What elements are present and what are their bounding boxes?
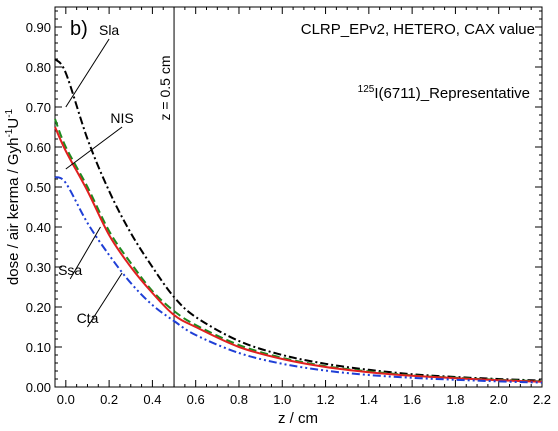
y-axis-label: dose / air kerma / Gyh-1U-1	[4, 108, 22, 285]
annotation-group: Sla NIS Ssa Cta	[58, 22, 134, 328]
subtitle-main: I(6711)_Representative	[374, 85, 530, 102]
series-line-sla	[54, 58, 543, 382]
ylabel-main: dose / air kerma / Gyh	[5, 138, 22, 286]
chart-subtitle: 125I(6711)_Representative	[358, 84, 530, 102]
annotation-label: Ssa	[58, 262, 82, 278]
y-tick-label: 0.40	[26, 220, 51, 235]
annotation-pointer	[65, 38, 110, 108]
x-tick-label: 0.2	[100, 392, 118, 407]
x-tick-label: 0.4	[143, 392, 161, 407]
series-line-ssa	[54, 126, 543, 383]
series-line-nis	[54, 118, 543, 383]
series-line-cta	[54, 176, 543, 384]
x-tick-label: 0.6	[187, 392, 205, 407]
y-tick-label: 0.90	[26, 20, 51, 35]
axis-ticks: 0.0 0.2 0.4 0.6 0.8 1.0 1.2 1.4 1.6 1.8 2.0 2.2 0.00…	[26, 7, 551, 407]
y-tick-label: 0.80	[26, 60, 51, 75]
x-tick-label: 1.4	[360, 392, 378, 407]
x-tick-label: 2.2	[533, 392, 551, 407]
subtitle-sup: 125	[358, 84, 375, 95]
x-tick-label: 1.0	[273, 392, 291, 407]
y-tick-label: 0.00	[26, 380, 51, 395]
annotation-pointer	[65, 126, 123, 170]
x-tick-label: 1.8	[446, 392, 464, 407]
x-tick-label: 0.8	[230, 392, 248, 407]
ylabel-sup1: -1	[4, 128, 15, 137]
ylabel-mid: U	[5, 118, 22, 129]
y-tick-label: 0.30	[26, 260, 51, 275]
x-axis-label: z / cm	[278, 410, 318, 427]
annotation-pointer	[87, 272, 123, 328]
x-tick-label: 0.0	[57, 392, 75, 407]
annotation-pointer	[69, 226, 101, 280]
y-tick-label: 0.20	[26, 300, 51, 315]
x-tick-label: 1.2	[317, 392, 335, 407]
reference-line-label: z = 0.5 cm	[157, 56, 173, 121]
ylabel-sup2: -1	[4, 108, 15, 117]
x-tick-label: 2.0	[490, 392, 508, 407]
x-tick-label: 1.6	[403, 392, 421, 407]
panel-label: b)	[70, 18, 88, 40]
annotation-label: Cta	[77, 310, 99, 326]
annotation-label: Sla	[99, 22, 119, 38]
y-tick-label: 0.50	[26, 180, 51, 195]
reference-line-group: z = 0.5 cm	[157, 7, 175, 387]
y-tick-label: 0.60	[26, 140, 51, 155]
series-group	[54, 58, 543, 384]
plot-frame	[54, 6, 543, 388]
chart-title: CLRP_EPv2, HETERO, CAX value	[301, 21, 535, 38]
annotation-label: NIS	[110, 110, 133, 126]
y-tick-label: 0.10	[26, 340, 51, 355]
y-tick-label: 0.70	[26, 100, 51, 115]
